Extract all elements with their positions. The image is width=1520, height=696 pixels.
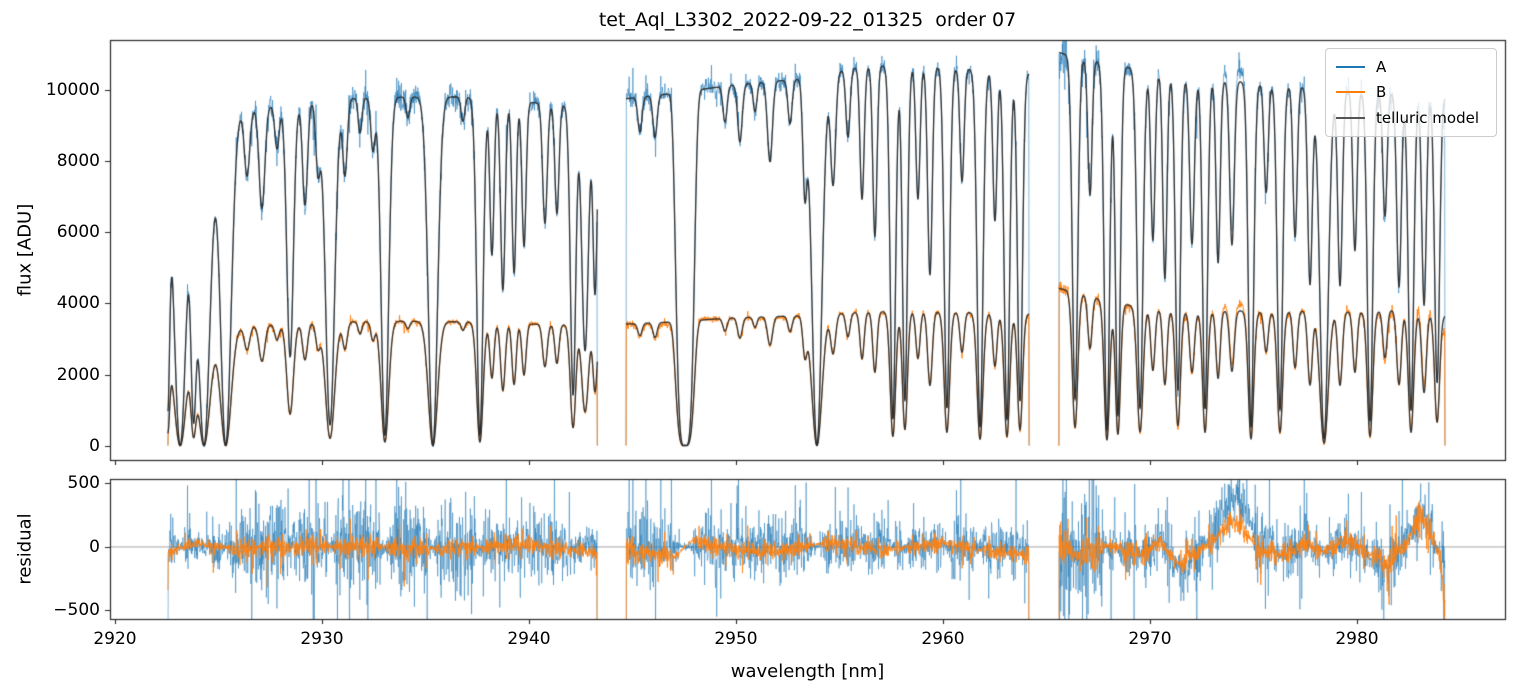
legend: A B telluric model (1325, 48, 1497, 137)
legend-item-a: A (1336, 58, 1486, 76)
x-tick-label: 2960 (921, 629, 965, 649)
x-tick-label: 2970 (1128, 629, 1172, 649)
legend-line-a-icon (1336, 65, 1365, 68)
x-tick-label: 2950 (714, 629, 758, 649)
chart-title: tet_Aql_L3302_2022-09-22_01325 order 07 (598, 9, 1017, 31)
residual-y-tick-label: 0 (89, 536, 100, 557)
legend-line-b-icon (1336, 91, 1365, 94)
flux-y-tick-label: 10000 (45, 79, 100, 100)
x-tick-label: 2930 (300, 629, 344, 649)
legend-label-a: A (1376, 57, 1387, 76)
flux-y-tick-label: 4000 (56, 293, 100, 314)
flux-y-tick-label: 0 (89, 435, 100, 456)
flux-y-tick-label: 2000 (56, 364, 100, 385)
residual-y-tick-label: 500 (67, 473, 100, 494)
legend-line-telluric-icon (1336, 117, 1365, 120)
x-axis-label: wavelength [nm] (730, 661, 885, 682)
legend-label-b: B (1376, 83, 1387, 102)
flux-axis-label: flux [ADU] (14, 203, 36, 297)
legend-item-b: B (1336, 83, 1486, 101)
x-tick-label: 2980 (1335, 629, 1379, 649)
legend-item-telluric-model: telluric model (1336, 109, 1486, 127)
x-tick-label: 2920 (93, 629, 137, 649)
residual-y-tick-label: −500 (53, 600, 100, 621)
flux-y-tick-label: 6000 (56, 222, 100, 243)
flux-y-tick-label: 8000 (56, 151, 100, 172)
x-tick-label: 2940 (507, 629, 551, 649)
legend-label-telluric: telluric model (1376, 109, 1480, 128)
